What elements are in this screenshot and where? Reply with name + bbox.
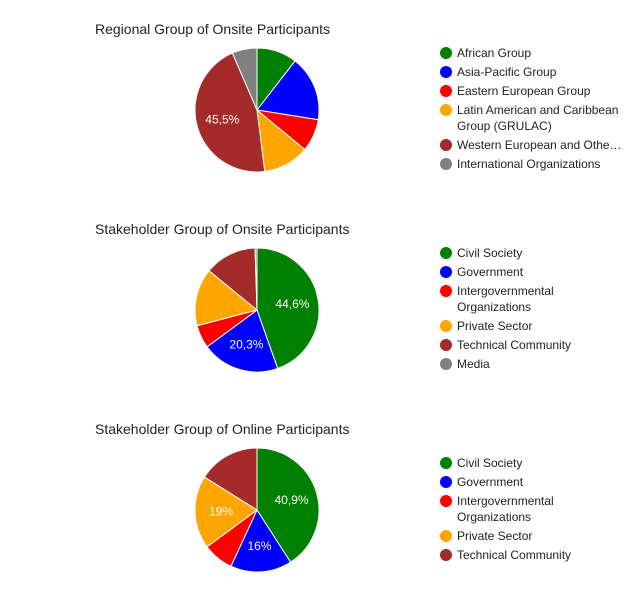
legend-label: Civil Society [457,246,522,260]
legend-marker [440,85,452,97]
legend-label: Asia-Pacific Group [457,65,557,79]
legend-item[interactable]: Government [440,265,524,279]
pie-slice[interactable] [208,247,258,312]
legend-label: Intergovernmental [457,284,554,298]
legend-marker [440,549,452,561]
slice-data-label: 44,6% [275,297,309,311]
chart-title: Regional Group of Onsite Participants [95,21,330,37]
legend-marker [440,266,452,278]
legend-label: Government [457,475,524,489]
legend-item[interactable]: Private Sector [440,319,532,333]
legend-item[interactable]: Intergovernmental Organizations [440,284,554,314]
legend-item[interactable]: Civil Society [440,456,522,470]
legend-marker [440,476,452,488]
legend-marker [440,339,452,351]
pie: 44,6% 20,3% [194,247,320,373]
slice-data-label: 19% [209,504,233,518]
pie-slice[interactable] [231,47,258,111]
legend-label: Technical Community [457,338,571,352]
stakeholder-onsite-chart: Stakeholder Group of Onsite Participants… [95,221,571,373]
legend-label: Latin American and Caribbean [457,103,618,117]
legend-label: Group (GRULAC) [457,119,552,133]
legend-item[interactable]: Latin American and Caribbean Group (GRULA… [440,103,618,133]
legend-label: Intergovernmental [457,494,554,508]
legend-marker [440,495,452,507]
slice-data-label: 20,3% [229,337,263,351]
legend-item[interactable]: Media [440,357,490,371]
pie-slice[interactable] [194,270,259,327]
legend-label: Technical Community [457,548,571,562]
slice-data-label: 16% [247,539,271,553]
legend-label: Organizations [457,510,531,524]
legend-item[interactable]: Private Sector [440,529,532,543]
legend-marker [440,285,452,297]
legend-label: Organizations [457,300,531,314]
legend-item[interactable]: Technical Community [440,338,571,352]
legend-item[interactable]: Asia-Pacific Group [440,65,557,79]
legend-marker [440,139,452,151]
legend-label: Eastern European Group [457,84,591,98]
legend-item[interactable]: Government [440,475,524,489]
regional-onsite-chart: Regional Group of Onsite Participants 45… [95,21,622,173]
stakeholder-online-chart: Stakeholder Group of Online Participants… [95,421,571,573]
legend-marker [440,358,452,370]
slice-data-label: 45,5% [205,112,239,126]
legend-label: Private Sector [457,319,532,333]
legend-marker [440,66,452,78]
legend-marker [440,47,452,59]
legend-item[interactable]: International Organizations [440,157,600,171]
pie-slice[interactable] [194,52,266,173]
legend-item[interactable]: African Group [440,46,531,60]
legend-marker [440,247,452,259]
slice-data-label: 40,9% [274,493,308,507]
legend-label: African Group [457,46,531,60]
legend-marker [440,530,452,542]
legend-item[interactable]: Western European and Othe… [440,138,622,152]
legend-label: International Organizations [457,157,600,171]
legend-item[interactable]: Civil Society [440,246,522,260]
pie-slice[interactable] [256,247,320,370]
legend: Civil Society Government Intergovernmental… [440,246,571,371]
pie-slice[interactable] [203,447,258,511]
legend-marker [440,320,452,332]
pie: 40,9% 16% 19% [194,447,320,573]
pie: 45,5% [194,47,320,173]
pie-slice[interactable] [194,476,258,548]
pie-slice[interactable] [206,309,279,373]
chart-title: Stakeholder Group of Online Participants [95,421,349,437]
legend-label: Civil Society [457,456,522,470]
legend-label: Media [457,357,490,371]
chart-title: Stakeholder Group of Onsite Participants [95,221,349,237]
pie-slice[interactable] [256,60,320,121]
legend-marker [440,457,452,469]
legend-label: Western European and Othe… [457,138,622,152]
legend-item[interactable]: Intergovernmental Organizations [440,494,554,524]
legend-item[interactable]: Technical Community [440,548,571,562]
legend: African Group Asia-Pacific Group Eastern E… [440,46,622,171]
legend-marker [440,104,452,116]
legend-label: Government [457,265,524,279]
legend-label: Private Sector [457,529,532,543]
legend: Civil Society Government Intergovernmental… [440,456,571,562]
pie-slice[interactable] [254,247,258,311]
legend-marker [440,158,452,170]
legend-item[interactable]: Eastern European Group [440,84,591,98]
pie-slice[interactable] [230,508,292,573]
